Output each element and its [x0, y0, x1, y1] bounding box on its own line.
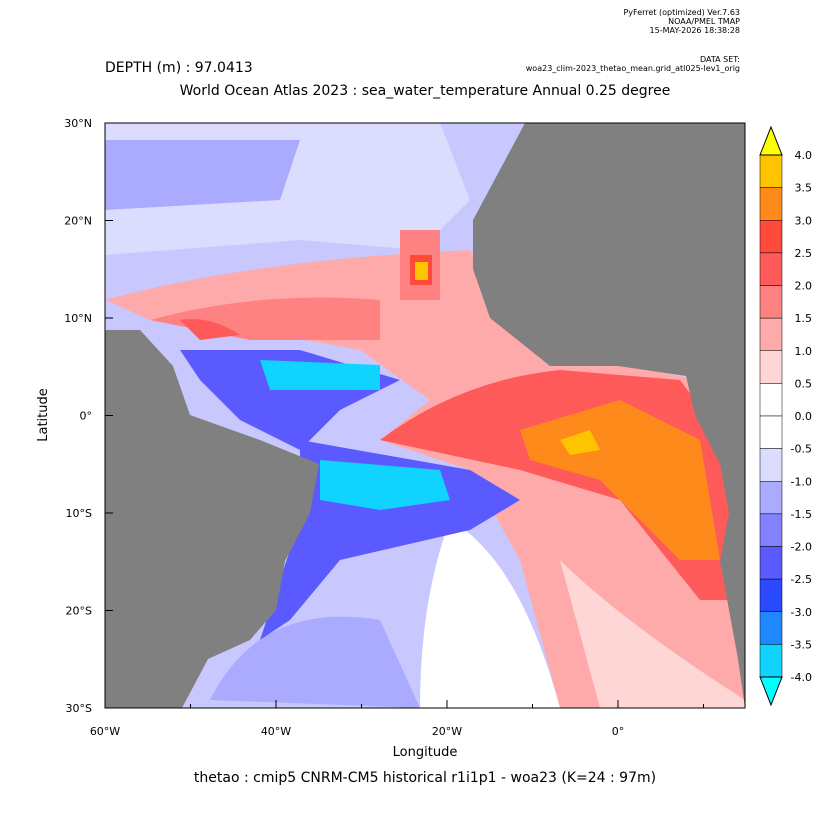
software: NOAA/PMEL TMAP	[668, 17, 740, 26]
dataset: woa23_clim-2023_thetao_mean.grid_atl025-…	[526, 64, 740, 73]
colorbar-under	[759, 676, 783, 707]
colorbar-label: -4.0	[791, 671, 812, 684]
title: World Ocean Atlas 2023 : sea_water_tempe…	[180, 83, 671, 99]
colorbar-band	[759, 317, 783, 351]
x-tick-label: 0°	[612, 725, 625, 738]
colorbar-band	[759, 415, 783, 449]
y-tick-label: 20°S	[66, 605, 92, 618]
y-axis-label: Latitude	[36, 388, 51, 442]
colorbar-band	[759, 481, 783, 515]
colorbar-band	[759, 285, 783, 319]
footer: thetao : cmip5 CNRM-CM5 historical r1i1p…	[194, 770, 656, 786]
colorbar-label: -3.5	[791, 638, 812, 651]
colorbar-label: -2.5	[791, 573, 812, 586]
colorbar-band	[759, 187, 783, 221]
x-tick-label: 40°W	[261, 725, 291, 738]
colorbar-label: 0.5	[795, 377, 813, 390]
colorbar-band	[759, 154, 783, 188]
colorbar-label: 3.0	[795, 214, 813, 227]
y-tick-label: 30°S	[66, 702, 92, 715]
colorbar-band	[759, 546, 783, 580]
colorbar-label: 4.0	[795, 149, 813, 162]
colorbar: 4.0 3.5 3.0 2.5 2.0 1.5 1.0 0.5 0.0 -0.5 -1.0 -1.5 -…	[759, 125, 813, 707]
colorbar-label: -1.5	[791, 508, 812, 521]
ticks: 30°N 20°N 10°N 0° 10°S 20°S 30°S 60°W 40°W 20°W 0°	[64, 117, 704, 738]
colorbar-band	[759, 252, 783, 286]
colorbar-band	[759, 513, 783, 547]
colorbar-label: 0.0	[795, 410, 813, 423]
colorbar-label: -0.5	[791, 443, 812, 456]
colorbar-label: -1.0	[791, 475, 812, 488]
colorbar-label: -2.0	[791, 541, 812, 554]
x-tick-label: 60°W	[90, 725, 120, 738]
colorbar-band	[759, 611, 783, 645]
colorbar-label: 3.5	[795, 182, 813, 195]
x-axis-label: Longitude	[393, 745, 458, 760]
colorbar-band	[759, 220, 783, 254]
software: PyFerret (optimized) Ver.7.63	[623, 8, 740, 17]
colorbar-label: -3.0	[791, 606, 812, 619]
colorbar-band	[759, 578, 783, 612]
colorbar-label: 1.0	[795, 345, 813, 358]
y-tick-label: 20°N	[64, 215, 92, 228]
colorbar-label: 2.5	[795, 247, 813, 260]
y-tick-label: 10°N	[64, 312, 92, 325]
software: 15-MAY-2026 18:38:28	[650, 26, 740, 35]
colorbar-label: 1.5	[795, 312, 813, 325]
dataset-label: DATA SET:	[700, 55, 740, 64]
colorbar-label: 2.0	[795, 280, 813, 293]
colorbar-band	[759, 383, 783, 417]
y-tick-label: 10°S	[66, 507, 92, 520]
colorbar-over	[759, 125, 783, 156]
x-tick-label: 20°W	[432, 725, 462, 738]
colorbar-band	[759, 350, 783, 384]
y-tick-label: 30°N	[64, 117, 92, 130]
colorbar-band	[759, 448, 783, 482]
depth: DEPTH (m) : 97.0413	[105, 60, 253, 76]
colorbar-band	[759, 644, 783, 678]
y-tick-label: 0°	[80, 410, 93, 423]
land	[105, 123, 745, 708]
